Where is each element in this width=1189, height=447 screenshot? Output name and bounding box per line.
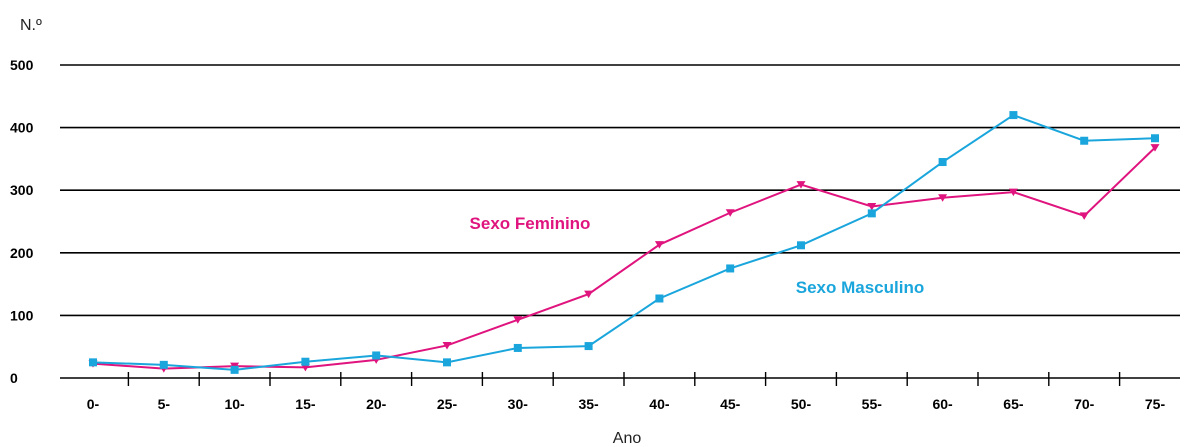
data-point (1008, 188, 1018, 197)
x-tick-label: 35- (578, 396, 599, 412)
data-point (159, 360, 168, 369)
series-label: Sexo Masculino (796, 278, 924, 297)
data-point (654, 241, 664, 249)
data-point (1079, 212, 1089, 220)
data-point (938, 158, 947, 167)
y-axis-ticks: 0 100 200 300 400 500 (10, 57, 34, 386)
x-tick-label: 0- (87, 396, 100, 412)
y-tick-label: 0 (10, 370, 18, 386)
y-tick-label: 500 (10, 57, 34, 73)
y-tick-label: 300 (10, 182, 34, 198)
data-point (1151, 134, 1159, 143)
x-tick-label: 40- (649, 396, 670, 412)
x-tick-label: 10- (224, 396, 245, 412)
data-point (938, 194, 948, 202)
x-tick-label: 50- (791, 396, 812, 412)
data-point (230, 365, 239, 374)
data-point (725, 209, 735, 217)
y-tick-label: 200 (10, 245, 34, 261)
series-group: Sexo Feminino Sexo Masculino (88, 111, 1160, 374)
data-point (796, 181, 806, 189)
data-point (867, 209, 876, 218)
series-sexo-masculino: Sexo Masculino (89, 111, 1159, 374)
data-point (584, 342, 593, 351)
x-tick-label: 25- (437, 396, 458, 412)
data-point (1150, 144, 1160, 152)
data-point (1009, 111, 1018, 120)
data-point (797, 241, 805, 250)
data-point (584, 290, 594, 299)
x-tick-label: 75- (1145, 396, 1166, 412)
series-line (92, 146, 1156, 370)
y-tick-label: 100 (10, 307, 34, 323)
x-tick-label: 20- (366, 396, 387, 412)
series-label: Sexo Feminino (470, 214, 591, 233)
data-point (513, 343, 522, 352)
x-axis-title: Ano (613, 430, 642, 447)
x-tick-label: 5- (158, 396, 171, 412)
x-tick-label: 55- (862, 396, 883, 412)
x-axis: 0- 5- 10- 15- 20- 25- 30- 35- 40- 45- 50- 55- 60- 65-… (60, 372, 1180, 412)
data-point (300, 363, 310, 372)
data-point (89, 358, 97, 367)
x-tick-label: 60- (932, 396, 953, 412)
y-tick-label: 400 (10, 120, 34, 136)
series-line (92, 113, 1156, 371)
data-point (1080, 136, 1089, 145)
x-tick-label: 70- (1074, 396, 1095, 412)
data-point (513, 316, 523, 324)
x-tick-label: 45- (720, 396, 741, 412)
data-point (442, 341, 452, 350)
data-point (867, 202, 877, 211)
data-point (372, 351, 381, 360)
x-tick-label: 65- (1003, 396, 1024, 412)
data-point (301, 357, 310, 366)
x-tick-label: 30- (508, 396, 529, 412)
x-tick-label: 15- (295, 396, 316, 412)
series-sexo-feminino: Sexo Feminino (88, 144, 1160, 373)
data-point (655, 294, 664, 303)
data-point (443, 358, 451, 367)
y-axis-title: N.º (20, 17, 42, 34)
data-point (726, 264, 735, 273)
